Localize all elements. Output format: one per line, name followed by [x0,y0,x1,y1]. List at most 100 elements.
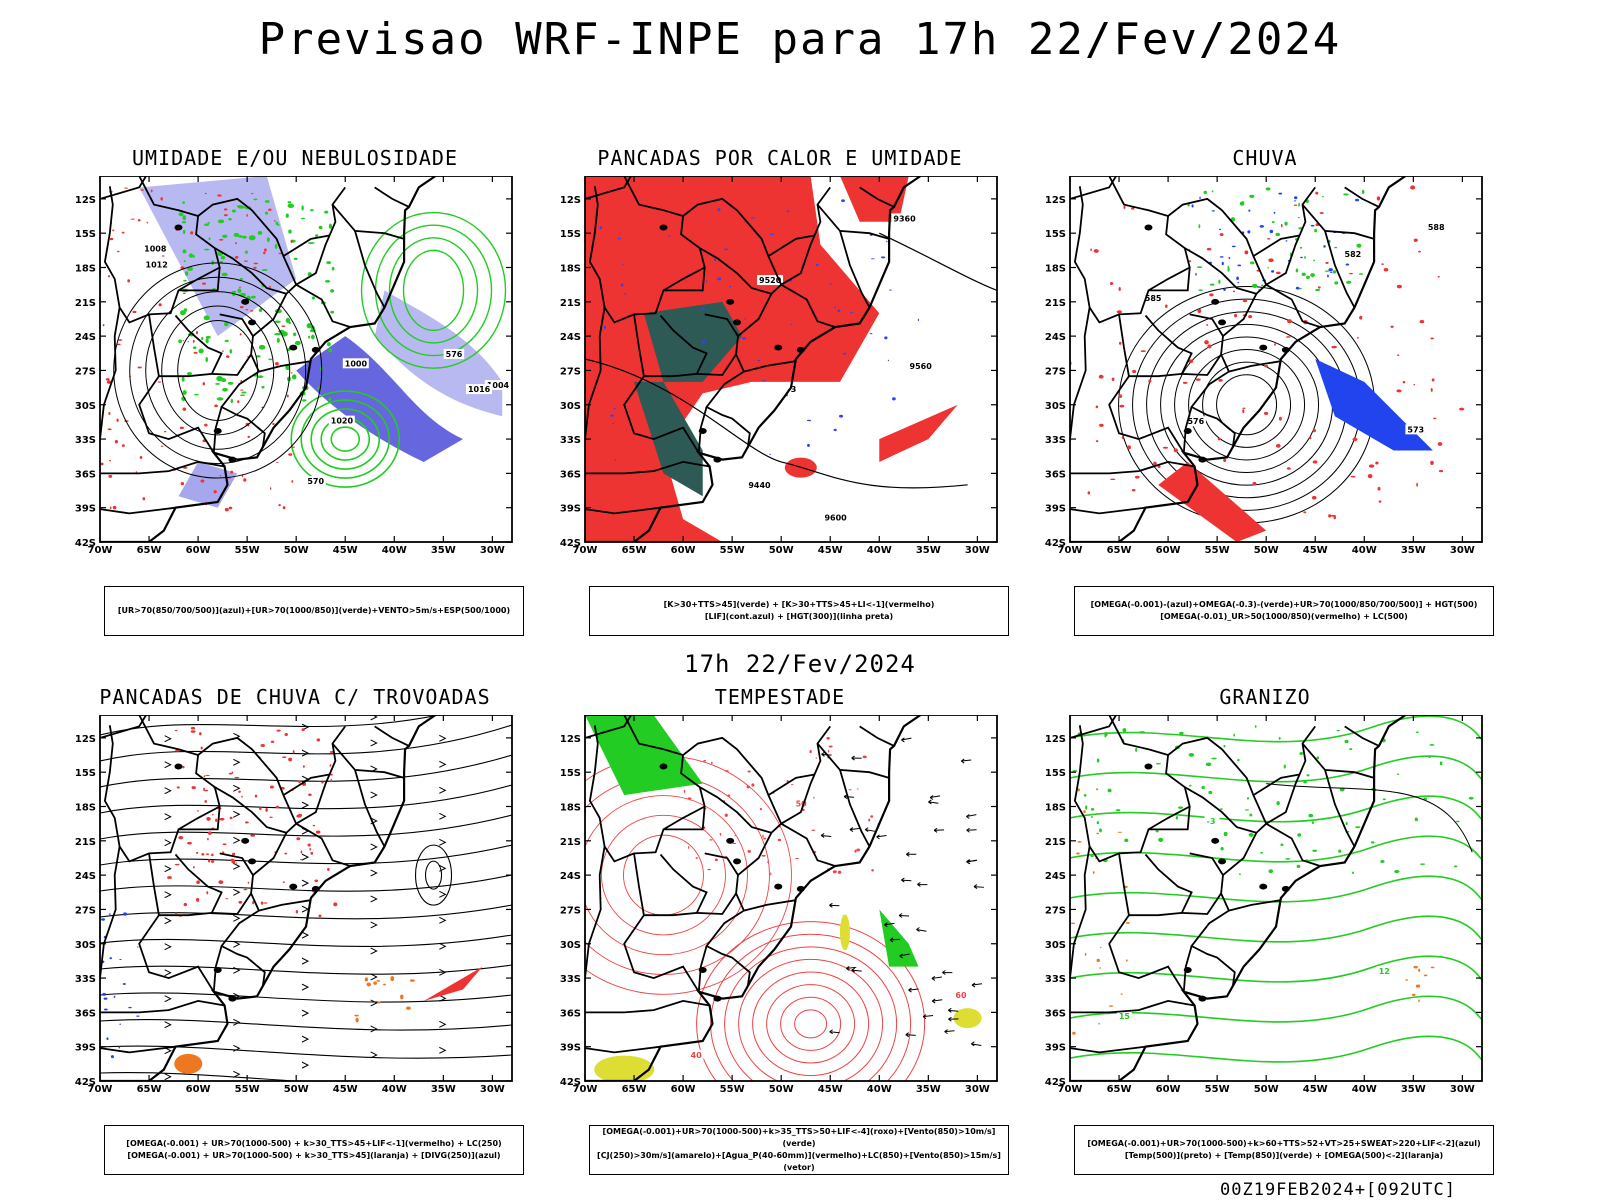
green-contour [300,399,391,479]
lake-shape [174,224,183,231]
red-rain-speck [1430,388,1433,392]
flow-arrow [233,1018,241,1026]
orange-omega-speck [1076,852,1080,855]
yellow-jet-area [594,1055,655,1081]
green-contour-speck [1336,729,1341,732]
red-contour-speck [202,282,206,285]
red-rain-speck [1349,272,1353,275]
red-rain-speck [1173,448,1178,453]
red-rain-speck [1293,204,1298,206]
humidity-band [296,336,463,462]
green-rain-speck [1306,275,1310,279]
red-contour-speck [268,208,272,212]
lon-label: 40W [867,545,892,556]
orange-thunder-speck [355,1017,359,1023]
border-line [737,832,773,876]
red-contour-speck [219,238,224,241]
red-thunder-speck [204,800,207,803]
contour-label: -3 [787,385,796,394]
flow-arrow [439,890,447,898]
green-rain-speck [1295,268,1299,273]
blue-divergence-speck [104,1008,108,1011]
border-line [197,186,346,286]
red-thunder-speck [238,790,241,793]
green-humidity-speck [293,257,298,260]
blue-divergence-speck [109,957,113,960]
border-line [697,945,708,992]
green-contour-speck [1316,756,1320,760]
green-humidity-speck [265,211,269,215]
lake-shape [289,344,298,351]
red-thunder-speck [190,726,196,730]
lon-label: 65W [1107,1084,1132,1095]
green-humidity-speck [187,266,194,272]
red-contour-speck [223,208,228,211]
red-contour-speck [217,194,222,197]
blue-lif-contour [701,340,706,344]
border-line [737,293,773,337]
lat-label: 36S [560,1008,581,1019]
red-rain-speck [1303,511,1307,514]
streamline [100,874,512,892]
isobar-label: 1000 [345,359,368,368]
green-contour-speck [1201,785,1205,790]
red-thunder-speck [211,853,214,857]
red-contour-speck [269,487,272,490]
red-water-speck [724,813,728,817]
red-contour-speck [235,242,237,245]
red-rain-speck [1396,389,1402,393]
lat-label: 42S [1045,538,1066,549]
red-rain-speck [1206,247,1212,251]
red-contour-speck [182,340,185,342]
red-water-speck [688,845,690,850]
lake-shape [1218,319,1227,326]
flow-arrow [164,761,172,769]
flow-arrow [301,801,310,809]
border-line [331,743,405,779]
red-rain-speck [1319,212,1324,214]
red-contour-speck [137,218,141,222]
red-water-speck [868,818,871,822]
red-contour-speck [135,471,138,473]
green-contour-speck [1439,761,1443,766]
green-contour-speck [1305,859,1309,861]
lon-label: 45W [1303,545,1328,556]
red-contour-speck [221,350,224,352]
red-rain-speck [1376,196,1381,201]
lake-shape [1183,428,1192,435]
map-geography [100,176,437,542]
lake-shape [713,456,722,463]
red-thunder-speck [247,881,250,884]
lake-shape [796,346,805,353]
contour-label: 585 [1145,294,1162,303]
red-contour-speck [108,411,111,416]
blue-rain-speck [1223,288,1226,291]
border-line [1324,769,1356,847]
green-rain-speck [1314,228,1318,233]
contour-label: 588 [1428,223,1445,232]
lon-label: 70W [1058,1084,1083,1095]
red-contour-speck [228,506,233,510]
orange-omega-speck [1108,1005,1114,1007]
green-contour-speck [1414,817,1418,822]
green-humidity-speck [293,332,297,337]
red-thunder-speck [260,901,264,905]
red-rain-speck [1312,428,1316,433]
lat-label: 27S [560,905,581,916]
lat-label: 33S [560,974,581,985]
border-line [1070,999,1195,1014]
green-contour-speck [1382,798,1386,801]
green-humidity-speck [261,385,265,389]
wind-vector [908,987,919,993]
green-contour [388,237,479,344]
blue-rain-speck [1237,282,1240,284]
lon-label: 60W [1156,545,1181,556]
lon-label: 65W [622,1084,647,1095]
green-humidity-speck [194,393,199,396]
green-humidity-speck [182,201,185,204]
red-thunder-speck [282,881,285,884]
red-rain-speck [1459,407,1465,411]
temp500-contour [1266,783,1473,853]
red-water-speck [687,797,692,800]
red-rain-speck [1095,405,1099,409]
